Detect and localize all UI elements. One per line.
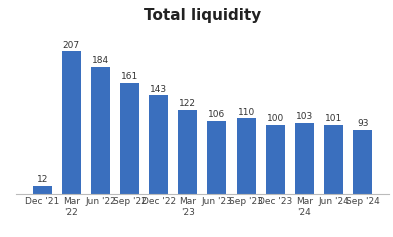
Bar [208, 121, 226, 194]
Text: 143: 143 [150, 85, 167, 94]
Bar [178, 110, 197, 194]
Title: Total liquidity: Total liquidity [144, 8, 261, 23]
Bar [324, 124, 343, 194]
Text: 106: 106 [208, 110, 226, 119]
Text: 103: 103 [296, 112, 313, 121]
Bar [149, 96, 168, 194]
Bar [237, 118, 255, 194]
Bar [120, 83, 139, 194]
Text: 122: 122 [179, 99, 196, 108]
Bar [266, 125, 285, 194]
Text: 100: 100 [266, 114, 284, 123]
Bar [62, 51, 81, 194]
Bar [353, 130, 372, 194]
Text: 12: 12 [37, 175, 48, 184]
Text: 207: 207 [63, 41, 80, 50]
Bar [91, 67, 110, 194]
Text: 93: 93 [357, 119, 368, 128]
Text: 161: 161 [121, 72, 138, 81]
Bar [295, 123, 314, 194]
Text: 110: 110 [237, 108, 255, 117]
Bar [33, 186, 51, 194]
Text: 184: 184 [92, 56, 109, 65]
Text: 101: 101 [325, 114, 342, 123]
